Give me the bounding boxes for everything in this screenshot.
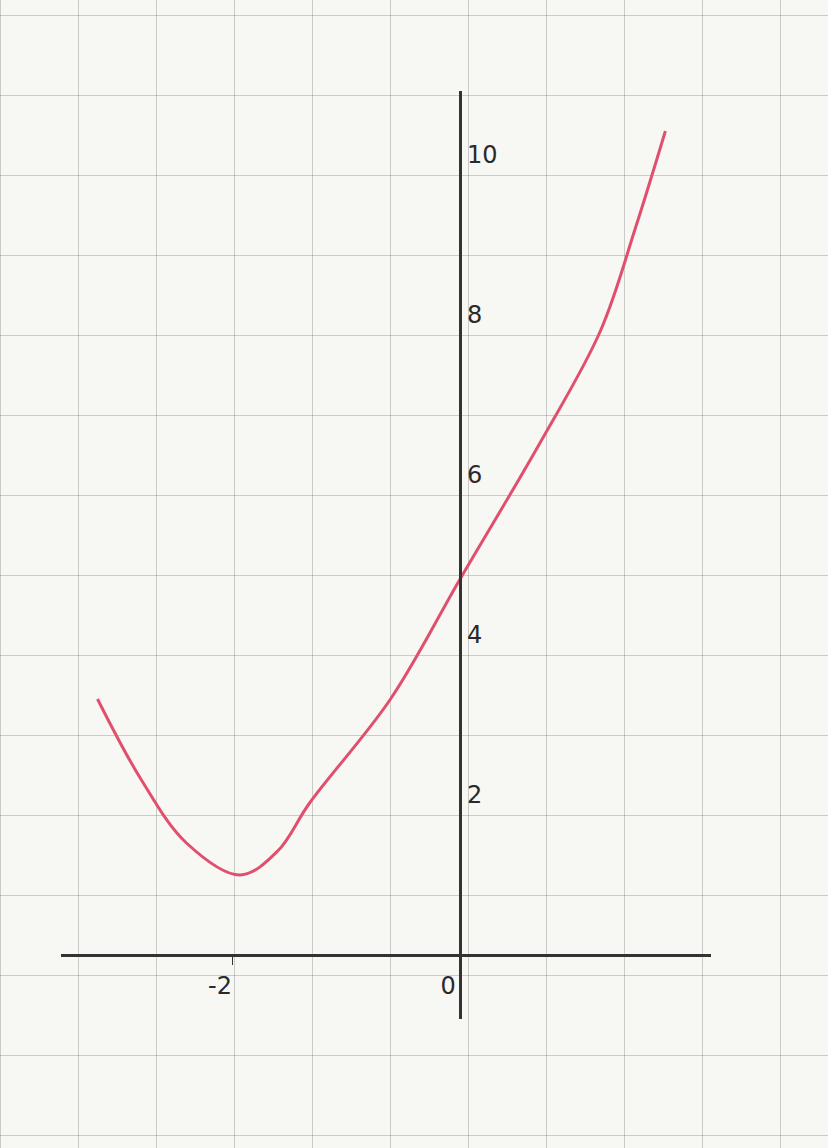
svg-text:4: 4: [467, 621, 482, 649]
svg-text:6: 6: [467, 461, 482, 489]
svg-text:2: 2: [467, 781, 482, 809]
svg-text:0: 0: [440, 972, 455, 1000]
svg-text:-2: -2: [208, 972, 232, 1000]
svg-text:10: 10: [467, 141, 498, 169]
svg-text:8: 8: [467, 301, 482, 329]
